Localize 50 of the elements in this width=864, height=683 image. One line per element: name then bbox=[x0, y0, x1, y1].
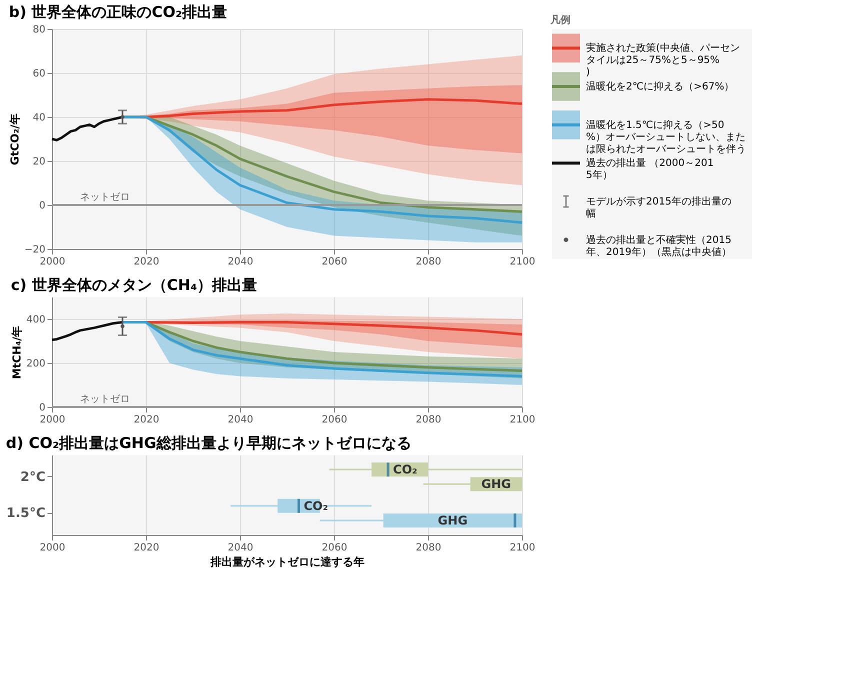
x-tick-label: 2020 bbox=[134, 542, 160, 554]
x-tick-label: 2060 bbox=[322, 414, 348, 426]
legend-label: 過去の排出量 （2000～2015年） bbox=[586, 157, 714, 182]
line-series bbox=[50, 116, 124, 142]
legend-label: 温暖化を2℃に抑える（>67%） bbox=[586, 80, 734, 92]
x-tick-label: 2100 bbox=[510, 256, 536, 268]
y-axis-title: GtCO₂/年 bbox=[8, 114, 22, 166]
y-tick-label: 1.5°C bbox=[6, 506, 46, 522]
x-tick-label: 2080 bbox=[416, 256, 442, 268]
chart-title: c) 世界全体のメタン（CH₄）排出量 bbox=[10, 276, 258, 294]
x-tick-label: 2000 bbox=[40, 414, 66, 426]
text: CO₂ bbox=[304, 498, 328, 513]
y-tick-label: 80 bbox=[32, 24, 46, 36]
y-tick-label: 2°C bbox=[20, 470, 46, 485]
x-tick-label: 2080 bbox=[416, 542, 442, 554]
ref-line-label: ネットゼロ bbox=[80, 192, 130, 203]
x-tick-label: 2040 bbox=[228, 256, 254, 268]
x-tick-label: 2000 bbox=[40, 542, 66, 554]
series-label: GHG bbox=[481, 477, 512, 492]
legend-title: 凡例 bbox=[550, 14, 570, 26]
y-tick-label: 200 bbox=[26, 358, 46, 370]
x-tick-label: 2020 bbox=[134, 256, 160, 268]
x-tick-label: 2040 bbox=[228, 542, 254, 554]
x-tick-label: 2060 bbox=[322, 256, 348, 268]
y-tick-label: 20 bbox=[32, 156, 46, 168]
chart-title: d) CO₂排出量はGHG総排出量より早期にネットゼロになる bbox=[6, 434, 412, 452]
y-tick-label: 60 bbox=[32, 68, 46, 80]
x-tick-label: 2080 bbox=[416, 414, 442, 426]
x-tick-label: 2100 bbox=[510, 542, 536, 554]
y-tick-label: 0 bbox=[39, 200, 46, 212]
series-label: CO₂ bbox=[393, 462, 418, 477]
y-tick-label: −20 bbox=[24, 244, 46, 256]
legend-label: モデルが示す2015年の排出量の幅 bbox=[586, 196, 732, 220]
y-tick-label: 0 bbox=[39, 402, 46, 414]
x-tick-label: 2020 bbox=[134, 414, 160, 426]
x-tick-label: 2000 bbox=[40, 256, 66, 268]
y-tick-label: 400 bbox=[26, 314, 46, 326]
x-tick-label: 2040 bbox=[228, 414, 254, 426]
x-tick-label: 2060 bbox=[322, 542, 348, 554]
legend-label: 実施された政策(中央値、パーセンタイルは25～75%と5～95%) bbox=[586, 42, 740, 78]
text: GHG bbox=[438, 513, 468, 528]
y-axis-title: MtCH₄/年 bbox=[10, 326, 24, 380]
x-axis-title: 排出量がネットゼロに達する年 bbox=[210, 556, 364, 568]
x-tick-label: 2100 bbox=[510, 414, 536, 426]
line-series bbox=[50, 321, 124, 342]
text: 過去の排出量と不確実性（2015年、2019年）（黒点は中央値） bbox=[586, 234, 732, 258]
ref-line-label: ネットゼロ bbox=[80, 394, 130, 405]
y-tick-label: 40 bbox=[32, 112, 46, 124]
chart-title: b) 世界全体の正味のCO₂排出量 bbox=[8, 3, 228, 21]
legend-label: 温暖化を1.5℃に抑える（>50%）オーバーシュートしない、または限られたオーバーシュートを伴う bbox=[586, 118, 746, 155]
